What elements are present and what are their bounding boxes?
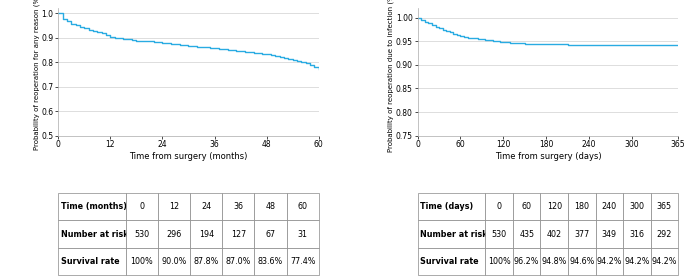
- Text: A: A: [22, 0, 32, 3]
- X-axis label: Time from surgery (months): Time from surgery (months): [129, 152, 248, 161]
- Y-axis label: Probability of reoperation for any reason (%): Probability of reoperation for any reaso…: [34, 0, 40, 150]
- X-axis label: Time from surgery (days): Time from surgery (days): [495, 152, 601, 161]
- Text: B: B: [382, 0, 390, 3]
- Y-axis label: Probability of reoperation due to infection (%): Probability of reoperation due to infect…: [388, 0, 395, 152]
